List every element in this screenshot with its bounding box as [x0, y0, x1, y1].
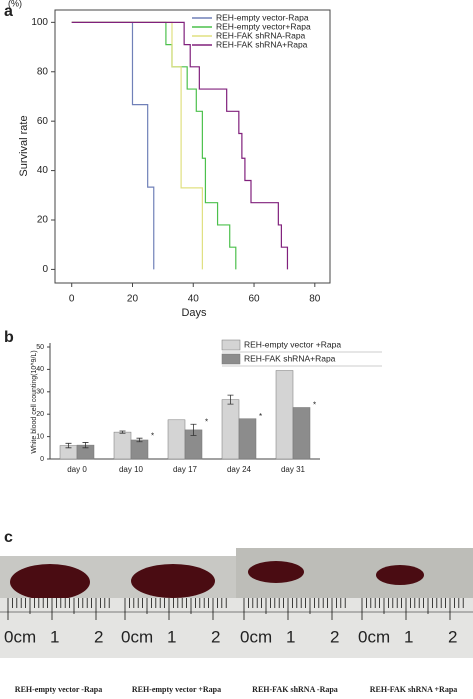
ruler-label: 0cm — [4, 627, 36, 646]
ruler-label: 1 — [50, 627, 59, 646]
y-tick-label: 40 — [36, 366, 44, 373]
x-tick-label: day 0 — [67, 465, 87, 474]
ruler-label: 2 — [94, 627, 103, 646]
ruler — [236, 598, 354, 658]
bar — [130, 439, 149, 460]
error-bar — [136, 437, 143, 443]
legend-label: REH-FAK shRNA+Rapa — [216, 39, 308, 49]
spleen — [248, 561, 304, 583]
ruler-label: 1 — [286, 627, 295, 646]
x-tick-label: day 10 — [119, 465, 144, 474]
legend-label: REH-empty vector-Rapa — [216, 12, 309, 22]
bar — [113, 431, 132, 460]
ruler — [354, 598, 473, 658]
y-axis-label: Survival rate — [18, 115, 30, 176]
x-tick-label: day 17 — [173, 465, 198, 474]
ruler-label: 2 — [211, 627, 220, 646]
spleen — [10, 564, 90, 600]
survival-curve — [71, 21, 203, 270]
bar — [275, 370, 294, 460]
y-tick-label: 20 — [36, 411, 44, 418]
x-axis-label: Days — [181, 307, 207, 319]
photo-caption: REH-empty vector +Rapa — [132, 685, 221, 694]
ruler-label: 2 — [330, 627, 339, 646]
bar — [221, 399, 240, 460]
y-tick-label: 0 — [40, 456, 44, 463]
ruler — [0, 598, 117, 658]
x-tick-label: 40 — [188, 294, 200, 305]
significance-mark: * — [151, 431, 154, 440]
y-tick-label: 100 — [31, 17, 48, 28]
survival-curve — [71, 21, 155, 270]
ruler-label: 0cm — [121, 627, 153, 646]
error-bar — [227, 394, 234, 405]
significance-mark: * — [259, 412, 262, 421]
ruler-label: 1 — [167, 627, 176, 646]
spleen — [131, 564, 215, 598]
y-axis-label: White blood cell counting(10^9/L) — [31, 350, 38, 453]
legend-swatch — [221, 353, 241, 365]
legend-label: REH-FAK shRNA+Rapa — [244, 353, 336, 363]
x-tick-label: 20 — [127, 294, 139, 305]
y-tick-label: 40 — [37, 165, 49, 176]
legend-swatch — [221, 339, 241, 351]
survival-curve — [71, 21, 289, 270]
ruler-label: 0cm — [240, 627, 272, 646]
x-tick-label: 60 — [248, 294, 260, 305]
panel-label: c — [4, 529, 13, 546]
photo-row: 0cm 1 2 REH-empty vector -Rapa 0cm 1 2 REH-empt… — [0, 548, 473, 694]
bar — [167, 419, 186, 460]
legend-label: REH-empty vector +Rapa — [244, 339, 341, 349]
photo-caption: REH-FAK shRNA -Rapa — [252, 685, 338, 694]
y-tick-label: 10 — [36, 433, 44, 440]
error-bar — [82, 442, 89, 449]
significance-mark: * — [205, 417, 208, 426]
spleen — [376, 565, 424, 585]
x-tick-label: day 31 — [281, 465, 306, 474]
significance-mark: * — [313, 401, 316, 410]
bar — [238, 418, 257, 460]
y-tick-label: 0 — [42, 264, 48, 275]
ruler-label: 1 — [404, 627, 413, 646]
x-tick-label: day 24 — [227, 465, 252, 474]
y-tick-label: 80 — [37, 66, 49, 77]
error-bar — [190, 423, 197, 436]
y-tick-label: 50 — [36, 344, 44, 351]
photo-caption: REH-empty vector -Rapa — [15, 685, 102, 694]
plot-frame — [54, 9, 331, 284]
ruler-label: 2 — [448, 627, 457, 646]
legend-label: REH-FAK shRNA-Rapa — [216, 30, 306, 40]
y-unit: (%) — [8, 0, 22, 8]
x-tick-label: 80 — [309, 294, 321, 305]
panel-label: a — [4, 3, 13, 20]
ruler-label: 0cm — [358, 627, 390, 646]
error-bar — [119, 430, 126, 434]
y-tick-label: 20 — [37, 215, 49, 226]
error-bar — [65, 442, 72, 449]
y-tick-label: 30 — [36, 389, 44, 396]
y-tick-label: 60 — [37, 116, 49, 127]
panel-label: b — [4, 329, 14, 346]
photo-caption: REH-FAK shRNA +Rapa — [370, 685, 458, 694]
legend-label: REH-empty vector+Rapa — [216, 21, 311, 31]
x-tick-label: 0 — [69, 294, 75, 305]
bar — [292, 407, 311, 460]
ruler — [117, 598, 236, 658]
